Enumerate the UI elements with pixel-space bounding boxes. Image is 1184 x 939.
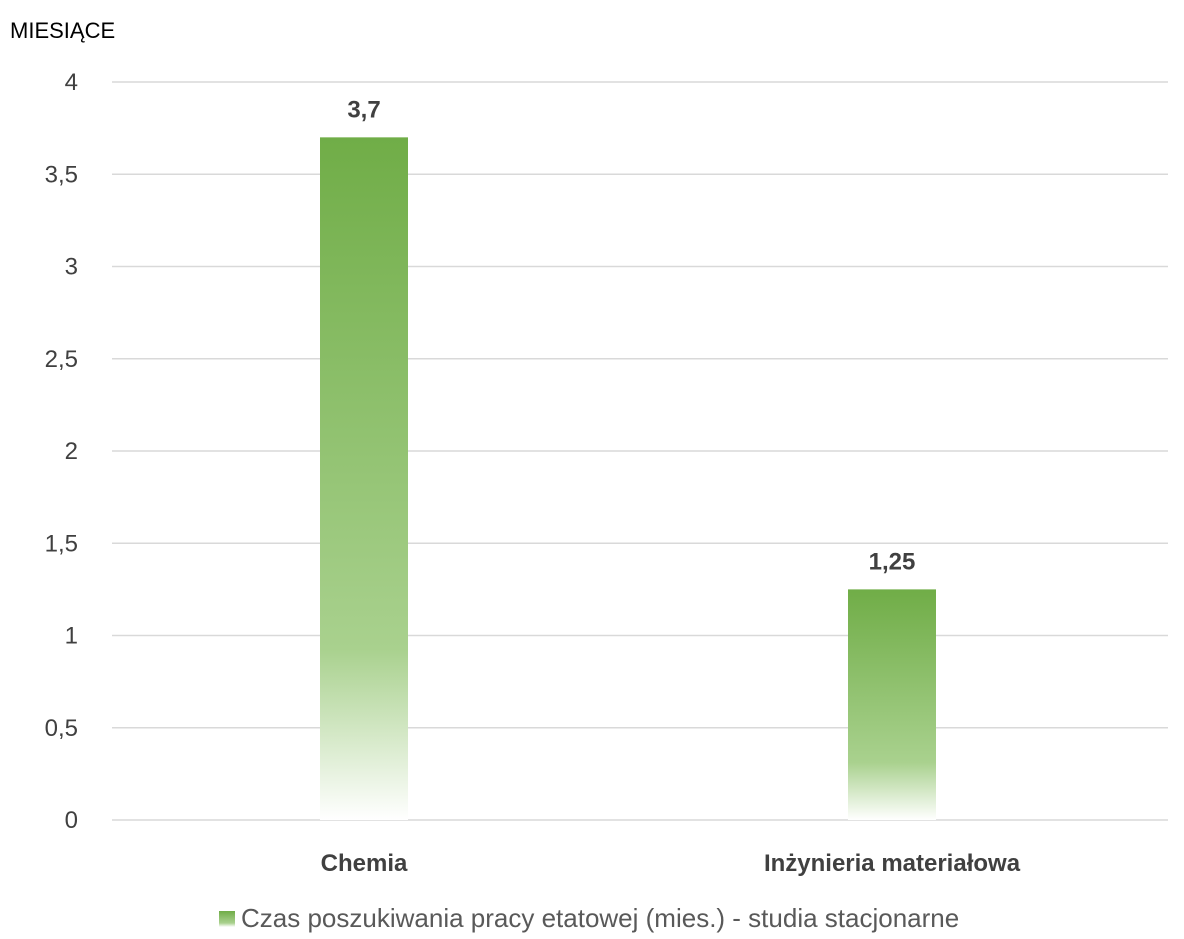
category-label: Inżynieria materiałowa — [764, 850, 1021, 877]
y-tick-label: 3 — [65, 254, 78, 281]
y-tick-label: 3,5 — [45, 161, 78, 188]
x-axis-categories: Chemia Inżynieria materiałowa — [321, 850, 1021, 877]
bar — [848, 589, 936, 820]
y-tick-label: 0 — [65, 807, 78, 834]
y-tick-label: 0,5 — [45, 715, 78, 742]
legend-entry: Czas poszukiwania pracy etatowej (mies.)… — [241, 903, 959, 933]
y-tick-label: 1,5 — [45, 530, 78, 557]
gridlines — [112, 81, 1168, 821]
data-label: 1,25 — [869, 548, 916, 575]
legend: Czas poszukiwania pracy etatowej (mies.)… — [219, 903, 959, 933]
bar — [320, 137, 408, 821]
y-axis-ticks: 0 0,5 1 1,5 2 2,5 3 3,5 4 — [45, 69, 78, 834]
category-label: Chemia — [321, 850, 408, 877]
y-tick-label: 1 — [65, 623, 78, 650]
y-tick-label: 4 — [65, 69, 78, 96]
data-label: 3,7 — [347, 96, 380, 123]
y-tick-label: 2 — [65, 438, 78, 465]
legend-swatch — [219, 911, 235, 927]
y-tick-label: 2,5 — [45, 346, 78, 373]
bars — [320, 137, 936, 821]
y-axis-title: MIESIĄCE — [10, 18, 115, 43]
data-labels: 3,7 1,25 — [347, 96, 915, 575]
